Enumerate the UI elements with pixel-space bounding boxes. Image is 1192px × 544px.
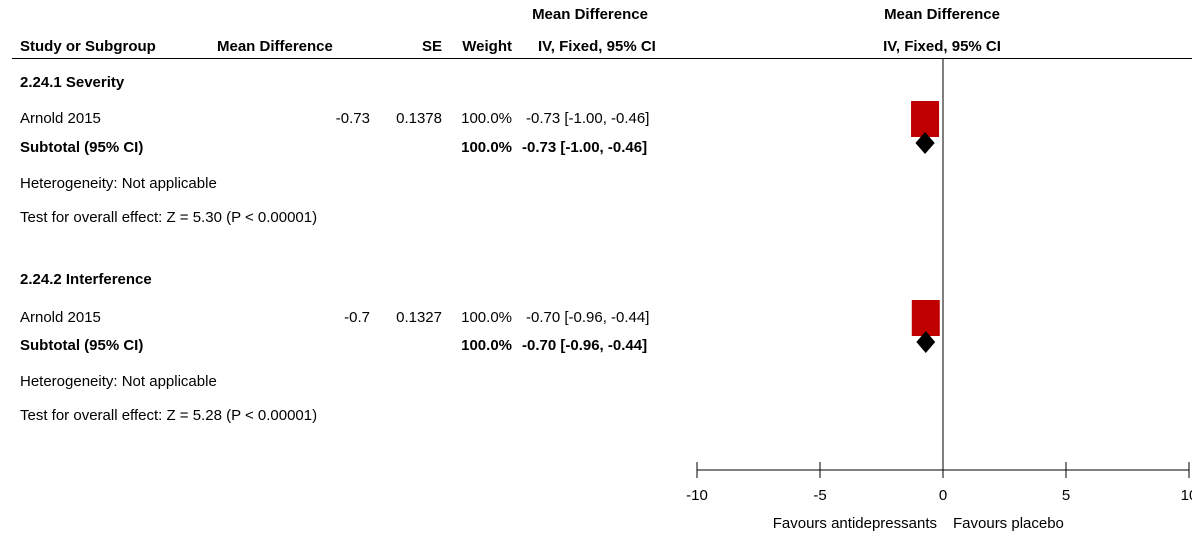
col-header-plot: IV, Fixed, 95% CI (883, 38, 1001, 55)
subgroup-title: 2.24.2 Interference (20, 271, 152, 288)
study-name: Arnold 2015 (20, 110, 101, 127)
favours-right-label: Favours placebo (953, 515, 1064, 532)
header-group-right: Mean Difference (884, 6, 1000, 23)
col-header-study: Study or Subgroup (20, 38, 156, 55)
study-md: -0.73 (335, 110, 370, 127)
overall-effect-text: Test for overall effect: Z = 5.30 (P < 0… (20, 209, 318, 226)
subtotal-diamond (916, 331, 936, 353)
subtotal-label: Subtotal (95% CI) (20, 139, 144, 156)
subtotal-ci: -0.73 [-1.00, -0.46] (522, 139, 648, 156)
x-tick-label: 0 (939, 487, 947, 504)
study-weight: 100.0% (461, 309, 512, 326)
x-tick-label: -10 (686, 487, 708, 504)
header-group-left: Mean Difference (532, 6, 648, 23)
study-name: Arnold 2015 (20, 309, 101, 326)
study-md: -0.7 (344, 309, 370, 326)
study-ci: -0.70 [-0.96, -0.44] (526, 309, 650, 326)
header-divider (12, 58, 1192, 59)
col-header-se: SE (421, 38, 442, 55)
subtotal-weight: 100.0% (461, 337, 512, 354)
x-tick-label: 10 (1181, 487, 1192, 504)
col-header-ci: IV, Fixed, 95% CI (538, 38, 656, 55)
subtotal-label: Subtotal (95% CI) (20, 337, 144, 354)
x-tick-label: -5 (813, 487, 826, 504)
heterogeneity-text: Heterogeneity: Not applicable (20, 175, 217, 192)
study-marker (911, 300, 940, 336)
subtotal-weight: 100.0% (461, 139, 512, 156)
heterogeneity-text: Heterogeneity: Not applicable (20, 373, 217, 390)
x-tick-label: 5 (1062, 487, 1070, 504)
study-se: 0.1327 (396, 309, 442, 326)
favours-left-label: Favours antidepressants (773, 515, 937, 532)
col-header-weight: Weight (462, 38, 512, 55)
col-header-mean-difference: Mean Difference (217, 38, 333, 55)
study-se: 0.1378 (396, 110, 442, 127)
overall-effect-text: Test for overall effect: Z = 5.28 (P < 0… (20, 407, 318, 424)
subtotal-ci: -0.70 [-0.96, -0.44] (522, 337, 648, 354)
study-ci: -0.73 [-1.00, -0.46] (526, 110, 650, 127)
study-marker (911, 101, 940, 137)
study-weight: 100.0% (461, 110, 512, 127)
subgroup-title: 2.24.1 Severity (20, 74, 125, 91)
subtotal-diamond (915, 132, 935, 154)
